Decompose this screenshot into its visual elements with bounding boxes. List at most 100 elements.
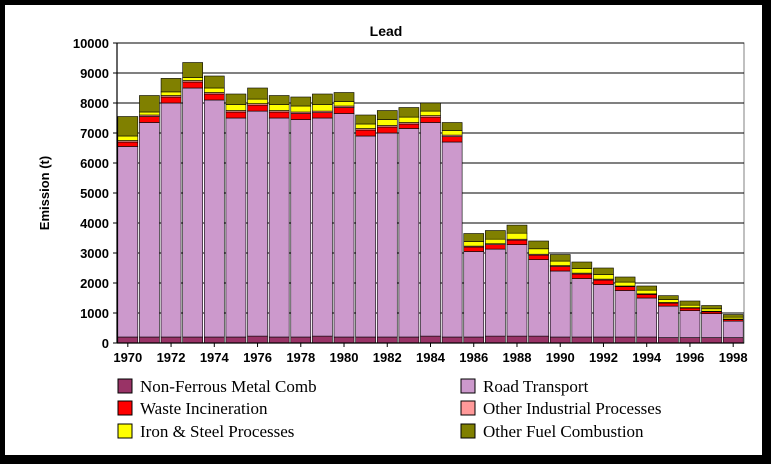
bar-segment — [247, 104, 268, 112]
bar-segment — [225, 336, 247, 344]
bar-segment — [203, 93, 225, 101]
bar-segment — [268, 117, 290, 338]
x-tick-label: 1976 — [243, 350, 272, 365]
bar-segment — [247, 87, 268, 100]
bar-segment — [376, 132, 398, 338]
bar-segment — [593, 336, 614, 344]
bar-segment — [506, 224, 528, 234]
bar-segment — [636, 285, 658, 291]
bar-segment — [160, 78, 182, 93]
bar-segment — [528, 240, 549, 250]
bar-segment — [485, 244, 506, 250]
bar-segment — [441, 136, 463, 143]
bar-segment — [722, 320, 744, 338]
bar-segment — [506, 244, 528, 337]
bar-segment — [182, 336, 203, 344]
bar-segment — [528, 254, 549, 260]
bar-segment — [117, 336, 139, 344]
bar-segment — [571, 278, 593, 338]
bar-segment — [203, 99, 225, 338]
bar-segment — [398, 107, 420, 118]
bar-segment — [679, 307, 701, 311]
bar-segment — [182, 77, 203, 81]
bar-segment — [463, 251, 485, 338]
bar-segment — [290, 113, 312, 120]
bar-segment — [441, 141, 463, 338]
legend-label: Iron & Steel Processes — [140, 422, 294, 441]
bar-segment — [312, 117, 333, 337]
bar-segment — [290, 96, 312, 107]
bar-segment — [701, 313, 722, 338]
bar-segment — [571, 268, 593, 274]
y-tick-label: 3000 — [80, 246, 109, 261]
legend-swatch — [117, 423, 133, 439]
bar-segment — [441, 130, 463, 136]
bar-segment — [420, 110, 441, 116]
legend-label: Non-Ferrous Metal Comb — [140, 377, 317, 396]
bar-segment — [528, 248, 549, 255]
legend-swatch — [117, 378, 133, 394]
chart-title: Lead — [370, 23, 403, 39]
bar-segment — [225, 111, 247, 119]
bar-segment — [506, 239, 528, 245]
bar-segment — [139, 336, 160, 344]
bar-segment — [139, 122, 160, 338]
x-tick-label: 1980 — [330, 350, 359, 365]
bar-segment — [571, 273, 593, 279]
y-tick-label: 10000 — [73, 36, 109, 51]
y-tick-label: 8000 — [80, 96, 109, 111]
bar-segment — [268, 95, 290, 105]
bar-segment — [355, 114, 376, 125]
bar-segment — [701, 337, 722, 344]
bar-segment — [312, 104, 333, 112]
bar-segment — [160, 336, 182, 344]
bar-segment — [658, 302, 679, 307]
x-tick-label: 1984 — [416, 350, 446, 365]
legend-swatch — [117, 400, 133, 416]
bar-segment — [290, 105, 312, 113]
bar-segment — [485, 238, 506, 244]
bar-segment — [160, 91, 182, 96]
bar-segment — [420, 102, 441, 112]
bar-segment — [398, 336, 420, 344]
bar-segment — [247, 110, 268, 337]
x-tick-label: 1992 — [589, 350, 618, 365]
chart-frame: Lead Emission (t) 0 1000 2000 3000 4000 5000 6… — [4, 4, 763, 456]
bar-segment — [485, 230, 506, 240]
bar-segment — [679, 304, 701, 308]
bar-segment — [117, 135, 139, 141]
bar-segment — [139, 111, 160, 116]
bar-segment — [614, 286, 636, 291]
y-tick-label: 9000 — [80, 66, 109, 81]
bar-segment — [333, 92, 355, 102]
bar-segment — [355, 336, 376, 344]
bar-segment — [528, 259, 549, 337]
bar-segment — [225, 117, 247, 338]
bar-segment — [355, 129, 376, 137]
bar-segment — [160, 102, 182, 338]
bar-segment — [398, 128, 420, 338]
bar-segment — [593, 279, 614, 285]
bar-segment — [701, 308, 722, 312]
bar-segment — [506, 335, 528, 344]
bar-segment — [376, 126, 398, 134]
bar-segment — [485, 335, 506, 344]
bar-segment — [139, 95, 160, 113]
bar-segment — [398, 123, 420, 129]
bar-segment — [441, 122, 463, 131]
bar-segment — [636, 289, 658, 295]
bar-segment — [139, 116, 160, 123]
legend-swatch — [460, 378, 476, 394]
legend-label: Road Transport — [483, 377, 589, 396]
bar-segment — [225, 104, 247, 111]
bar-segment — [203, 336, 225, 344]
bar-segment — [312, 112, 333, 119]
bar-segment — [333, 336, 355, 344]
legend: Non-Ferrous Metal Comb Road Transport Wast… — [117, 377, 661, 441]
x-tick-label: 1990 — [546, 350, 575, 365]
legend-label: Waste Incineration — [140, 399, 268, 418]
bar-segment — [463, 336, 485, 344]
plot-area: 0 1000 2000 3000 4000 5000 6000 7000 8000 9000 100… — [73, 36, 748, 365]
bar-segment — [679, 337, 701, 344]
bar-segment — [636, 294, 658, 299]
